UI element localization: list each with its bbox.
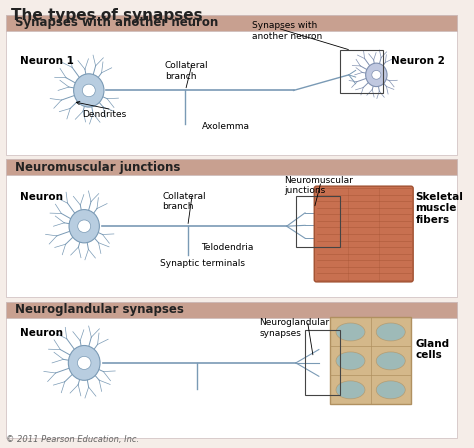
Ellipse shape — [376, 323, 405, 341]
Ellipse shape — [336, 352, 365, 370]
Bar — [6, 15, 457, 155]
Ellipse shape — [77, 356, 91, 370]
Ellipse shape — [372, 70, 381, 79]
Text: Synapses with another neuron: Synapses with another neuron — [15, 16, 219, 29]
Text: Telodendria: Telodendria — [201, 243, 254, 252]
Ellipse shape — [376, 352, 405, 370]
Text: Neuron 1: Neuron 1 — [20, 56, 73, 66]
Ellipse shape — [73, 74, 104, 107]
Text: Axolemma: Axolemma — [201, 121, 249, 131]
Text: Neuron: Neuron — [20, 328, 63, 338]
Text: Neuromuscular junctions: Neuromuscular junctions — [15, 161, 181, 174]
Text: Synaptic terminals: Synaptic terminals — [160, 259, 245, 268]
Text: Neuroglandular synapses: Neuroglandular synapses — [15, 303, 184, 316]
Bar — [6, 15, 457, 31]
Ellipse shape — [68, 345, 100, 380]
Ellipse shape — [336, 323, 365, 341]
Text: The types of synapses: The types of synapses — [10, 8, 202, 23]
Bar — [6, 159, 457, 176]
Text: Collateral
branch: Collateral branch — [165, 61, 209, 81]
Ellipse shape — [365, 63, 387, 86]
Bar — [6, 302, 457, 318]
Text: Skeletal
muscle
fibers: Skeletal muscle fibers — [416, 192, 464, 225]
Ellipse shape — [376, 381, 405, 399]
Bar — [330, 318, 411, 404]
Text: © 2011 Pearson Education, Inc.: © 2011 Pearson Education, Inc. — [6, 435, 139, 444]
Text: Neuromuscular
junctions: Neuromuscular junctions — [284, 176, 353, 195]
Text: Dendrites: Dendrites — [82, 110, 126, 119]
Text: Synapses with
another neuron: Synapses with another neuron — [252, 22, 322, 41]
Text: Collateral
branch: Collateral branch — [163, 192, 206, 211]
Text: Neuron 2: Neuron 2 — [392, 56, 446, 66]
Bar — [339, 50, 383, 93]
Ellipse shape — [336, 381, 365, 399]
Text: Neuroglandular
synapses: Neuroglandular synapses — [259, 319, 329, 338]
Bar — [296, 196, 339, 247]
Bar — [305, 330, 339, 396]
Bar — [6, 302, 457, 438]
FancyBboxPatch shape — [314, 186, 413, 282]
Ellipse shape — [78, 220, 91, 233]
Bar — [6, 159, 457, 297]
Ellipse shape — [82, 84, 95, 97]
Text: Gland
cells: Gland cells — [416, 339, 449, 360]
Ellipse shape — [69, 210, 100, 243]
Text: Neuron: Neuron — [20, 192, 63, 202]
